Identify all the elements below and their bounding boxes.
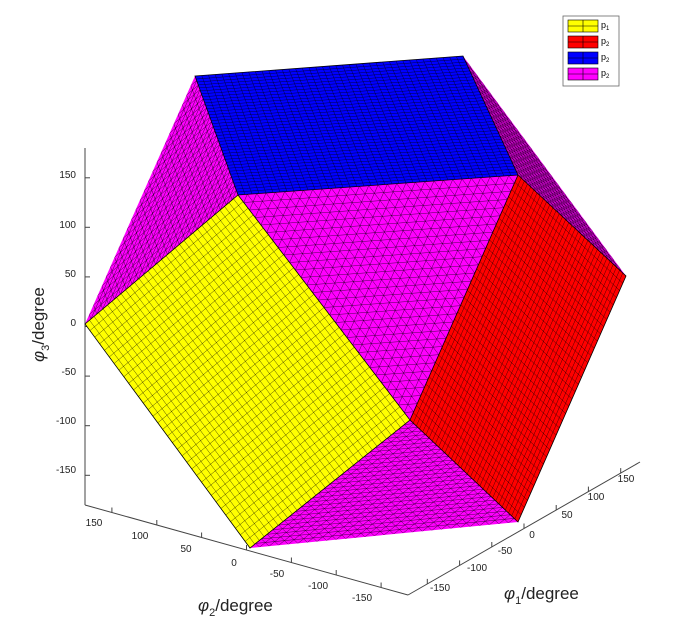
z-tick-label: 50 — [65, 269, 77, 280]
z-tick-label: 150 — [59, 170, 76, 181]
legend-label: p1 — [601, 20, 610, 32]
x-axis-label-text: /degree — [521, 584, 579, 603]
mesh-magenta-middle — [243, 175, 515, 413]
legend-label: p2 — [601, 52, 610, 64]
z-tick-label: -150 — [56, 465, 76, 476]
z-tick-labels: 150 100 50 0 -50 -100 -150 — [56, 170, 76, 476]
x-tick-label: -150 — [430, 583, 450, 594]
mesh-magenta-left — [88, 80, 237, 320]
legend: p1 p2 p2 p2 — [562, 15, 620, 87]
z-axis-label: φ3/degree — [29, 287, 52, 362]
legend-entry: p1 — [567, 19, 610, 33]
y-tick-label: -150 — [352, 593, 372, 604]
y-tick-label: 0 — [231, 558, 237, 569]
x-tick-label: -50 — [498, 546, 513, 557]
mesh-blue — [196, 56, 517, 195]
legend-entry: p2 — [567, 51, 610, 65]
surface-mesh — [88, 56, 624, 548]
y-tick-label: 50 — [180, 544, 192, 555]
y-axis-label-symbol: φ — [198, 596, 209, 615]
z-tick-label: 100 — [59, 220, 76, 231]
x-tick-label: 150 — [618, 474, 635, 485]
surface-yellow — [85, 195, 410, 548]
mesh-magenta-bottom — [255, 423, 515, 548]
y-tick-label: 100 — [132, 531, 149, 542]
legend-entry: p2 — [567, 35, 610, 49]
y-axis-label-text: /degree — [215, 596, 273, 615]
x-axis-label: φ1/degree — [504, 584, 579, 607]
surface-magenta-bottom — [250, 420, 518, 548]
z-axis-label-symbol: φ — [29, 351, 48, 362]
z-tick-label: -100 — [56, 416, 76, 427]
surface-edges — [84, 55, 627, 549]
y-tick-labels: 150 100 50 0 -50 -100 -150 — [86, 518, 373, 604]
tick-marks — [85, 177, 622, 588]
z-axis-label-subscript: 3 — [40, 345, 52, 351]
y-axis-label-subscript: 2 — [209, 607, 215, 619]
mesh-yellow — [89, 198, 406, 545]
y-tick-label: 150 — [86, 518, 103, 529]
legend-label: p2 — [601, 68, 610, 80]
mesh-red — [412, 177, 624, 520]
legend-label: p2 — [601, 36, 610, 48]
y-axis-label: φ2/degree — [198, 596, 273, 619]
surface-magenta-middle — [238, 175, 518, 420]
x-axis-label-symbol: φ — [504, 584, 515, 603]
z-tick-label: -50 — [62, 367, 77, 378]
x-axis-label-subscript: 1 — [515, 595, 521, 607]
x-tick-label: 0 — [529, 530, 535, 541]
z-tick-label: 0 — [70, 318, 76, 329]
x-tick-label: 100 — [588, 492, 605, 503]
x-tick-label: 50 — [561, 510, 573, 521]
z-axis-label-text: /degree — [29, 287, 48, 345]
legend-entries: p1 p2 p2 p2 — [567, 19, 610, 81]
legend-entry: p2 — [567, 67, 610, 81]
y-tick-label: -50 — [270, 569, 285, 580]
y-tick-label: -100 — [308, 581, 328, 592]
mesh-magenta-right — [465, 60, 622, 272]
x-tick-labels: -150 -100 -50 0 50 100 150 — [430, 474, 635, 594]
x-tick-label: -100 — [467, 563, 487, 574]
